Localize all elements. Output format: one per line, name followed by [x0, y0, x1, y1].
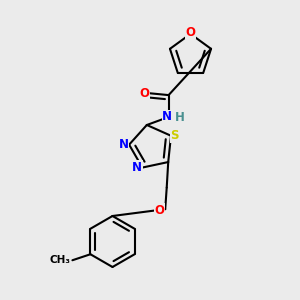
Text: N: N [132, 161, 142, 174]
Text: N: N [162, 110, 172, 124]
Text: O: O [185, 26, 196, 39]
Text: S: S [170, 129, 179, 142]
Text: N: N [119, 138, 129, 151]
Text: O: O [155, 204, 165, 217]
Text: O: O [140, 86, 150, 100]
Text: H: H [175, 111, 185, 124]
Text: CH₃: CH₃ [50, 255, 71, 265]
